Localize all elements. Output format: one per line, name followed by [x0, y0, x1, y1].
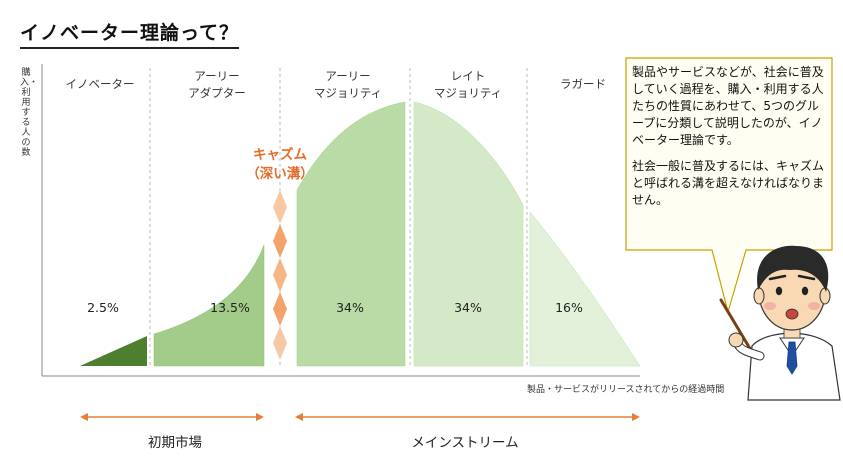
early-market-arrow [80, 413, 264, 421]
x-axis-label: 製品・サービスがリリースされてからの経過時間 [527, 385, 725, 395]
y-axis-label: 購入・利用する人の数 [20, 68, 39, 158]
mainstream-label: メインストリーム [411, 435, 519, 451]
percent-early-majority: 34% [336, 300, 364, 315]
explanation-paragraph: 製品やサービスなどが、社会に普及していく過程を、購入・利用する人たちの性質にあわ… [632, 65, 824, 147]
segment-late-majority-area [413, 101, 524, 367]
segment-innovators-area [80, 336, 147, 366]
segment-label-line: マジョリティ [433, 86, 503, 100]
businessman-illustration [719, 245, 841, 401]
chasm-label-line1: キャズム [253, 147, 307, 163]
chasm-label: キャズム （深い溝） [245, 146, 315, 184]
percent-late-majority: 34% [454, 300, 482, 315]
early-market-label: 初期市場 [148, 435, 202, 451]
chasm-shape [273, 190, 287, 360]
segment-label-laggards: ラガード [548, 76, 618, 93]
segment-laggards-area [529, 211, 641, 367]
segment-early-adopters-area [153, 244, 265, 367]
percent-innovators: 2.5% [87, 300, 119, 315]
segment-label-line: マジョリティ [313, 86, 383, 100]
explanation-paragraph: 社会一般に普及するには、キャズムと呼ばれる溝を超えなければなりません。 [632, 159, 825, 207]
explanation-callout: 製品やサービスなどが、社会に普及していく過程を、購入・利用する人たちの性質にあわ… [632, 64, 824, 218]
segment-label-line: レイト [450, 69, 486, 83]
segment-label-early-majority: アーリー マジョリティ [300, 68, 396, 102]
percent-early-adopters: 13.5% [210, 300, 250, 315]
segment-label-line: アーリー [325, 69, 371, 83]
segment-label-innovators: イノベーター [60, 76, 140, 93]
page-title: イノベーター理論って？ [20, 18, 240, 49]
segment-label-line: アダプター [188, 86, 246, 100]
segment-label-late-majority: レイト マジョリティ [420, 68, 516, 102]
segment-label-early-adopters: アーリー アダプター [172, 68, 262, 102]
segment-early-majority-area [296, 101, 406, 367]
mainstream-arrow [295, 413, 640, 421]
segment-label-line: アーリー [194, 69, 240, 83]
chasm-label-line2: （深い溝） [246, 166, 314, 182]
percent-laggards: 16% [555, 300, 583, 315]
segment-label-line: ラガード [560, 77, 606, 91]
segment-label-line: イノベーター [65, 77, 135, 91]
